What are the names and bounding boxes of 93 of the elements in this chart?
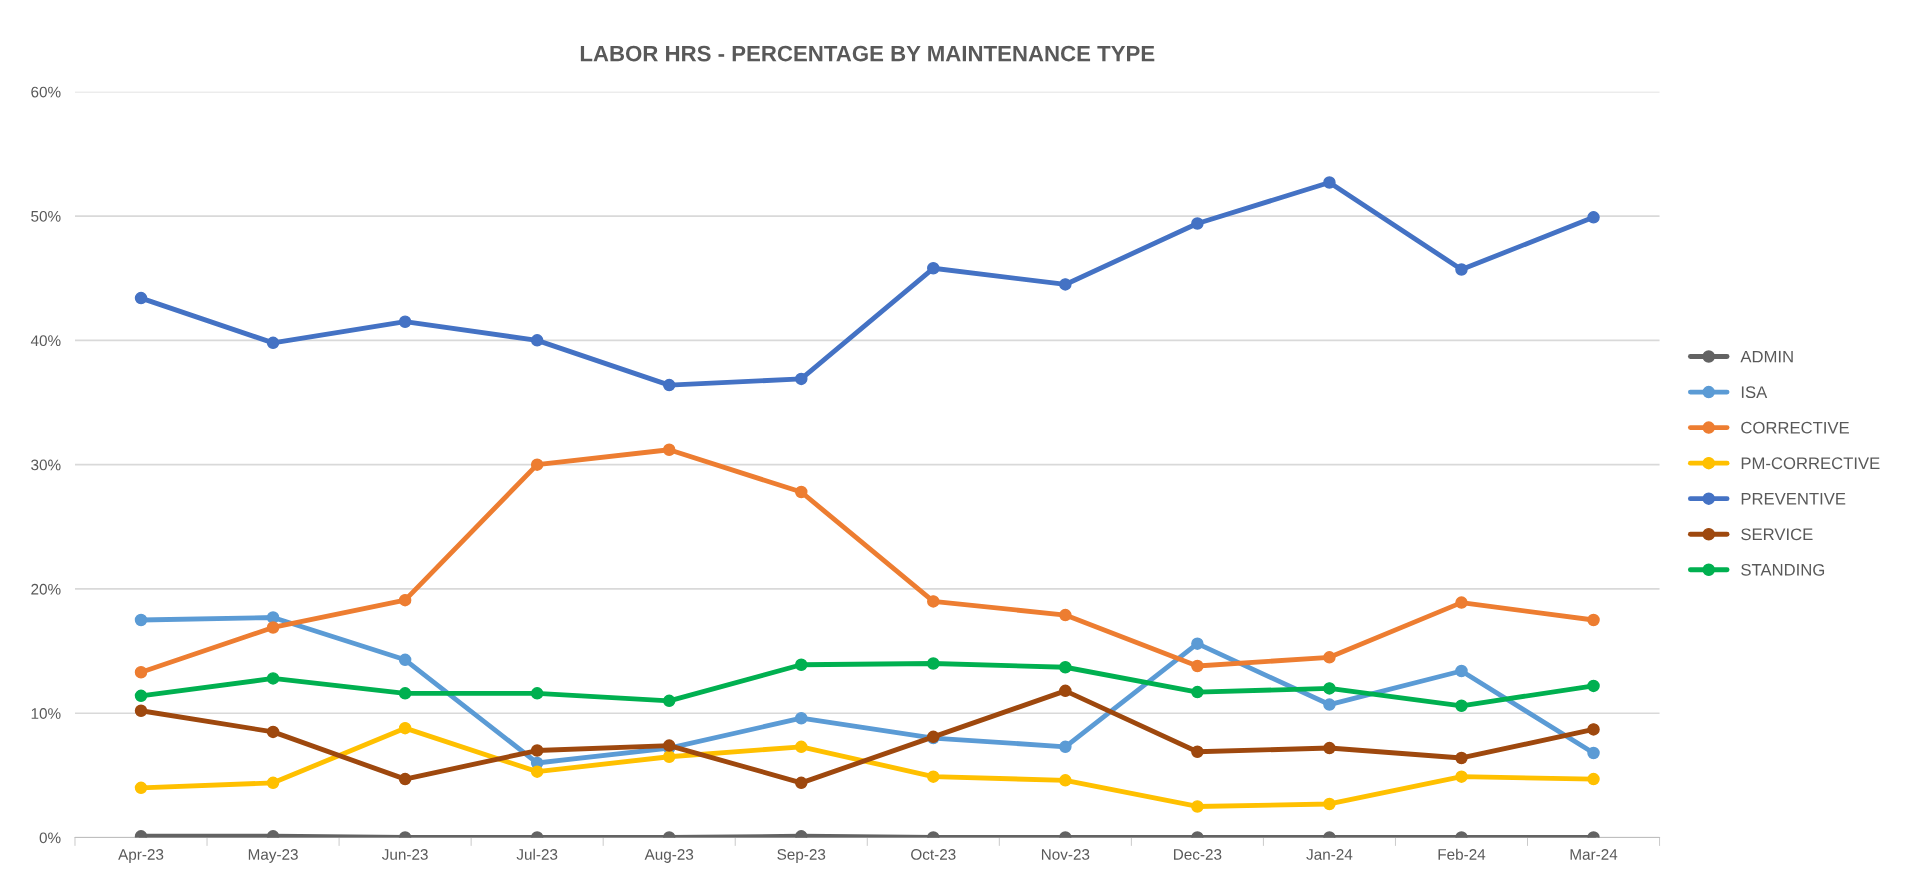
point <box>398 593 412 607</box>
point <box>266 725 280 739</box>
point <box>1059 774 1072 787</box>
point <box>134 781 148 795</box>
point <box>398 721 412 735</box>
point <box>1455 770 1468 783</box>
point <box>398 315 412 328</box>
legend-label: ADMIN <box>1740 350 1793 363</box>
point <box>266 621 280 634</box>
point <box>1059 684 1072 698</box>
point <box>1191 745 1204 759</box>
point <box>398 772 412 786</box>
point <box>1455 596 1468 609</box>
point <box>662 694 676 708</box>
chart-title: LABOR HRS - PERCENTAGE BY MAINTENANCE TYPE <box>580 45 1155 62</box>
point <box>1191 637 1204 650</box>
point <box>662 750 676 763</box>
point <box>1323 682 1336 695</box>
point <box>1059 608 1072 622</box>
point <box>266 776 280 790</box>
point <box>134 704 148 718</box>
point <box>1587 723 1600 736</box>
x-tick-label: Oct-23 <box>911 849 956 860</box>
point <box>398 687 412 700</box>
point <box>927 770 940 783</box>
point <box>530 744 544 757</box>
point <box>1323 176 1336 189</box>
point <box>1587 211 1600 224</box>
point <box>1455 263 1468 276</box>
point <box>1587 613 1600 627</box>
legend-label: CORRECTIVE <box>1741 421 1849 434</box>
point <box>794 658 808 672</box>
point <box>1455 751 1468 765</box>
y-tick-label: 40% <box>30 335 61 347</box>
y-tick-label: 20% <box>31 583 61 595</box>
point <box>1455 699 1468 713</box>
legend-label: PM-CORRECTIVE <box>1741 457 1880 470</box>
legend-label: SERVICE <box>1741 528 1813 541</box>
point <box>927 595 940 608</box>
point <box>1323 651 1336 664</box>
point <box>266 672 280 685</box>
y-tick-label: 50% <box>31 210 61 222</box>
point <box>530 334 544 347</box>
point <box>1059 740 1072 754</box>
y-tick-label: 0% <box>39 832 61 844</box>
point <box>794 372 808 386</box>
point <box>1191 685 1204 699</box>
point <box>1323 698 1336 711</box>
point <box>1323 797 1336 811</box>
point <box>530 458 544 471</box>
point <box>794 485 808 499</box>
x-tick-label: Apr-23 <box>118 849 164 863</box>
legend-label: ISA <box>1741 386 1768 399</box>
point <box>530 687 544 700</box>
point <box>794 776 808 790</box>
point <box>134 689 148 703</box>
point <box>1587 679 1600 693</box>
x-tick-label: Dec-23 <box>1174 849 1222 860</box>
point <box>794 740 808 754</box>
x-tick-label: Nov-23 <box>1041 849 1090 860</box>
point <box>398 653 412 667</box>
point <box>1587 746 1600 760</box>
x-tick-label: May-23 <box>248 849 298 863</box>
x-tick-label: Mar-24 <box>1570 849 1618 860</box>
point <box>927 262 940 275</box>
point <box>134 613 148 627</box>
x-tick-label: Sep-23 <box>777 849 826 863</box>
point <box>1191 217 1204 230</box>
point <box>662 443 676 456</box>
y-tick-label: 60% <box>31 86 61 98</box>
point <box>1323 741 1336 755</box>
point <box>530 765 544 778</box>
point <box>1191 659 1204 673</box>
y-tick-label: 30% <box>31 459 61 471</box>
point <box>1059 661 1072 674</box>
point <box>134 291 148 305</box>
point <box>1191 800 1204 813</box>
x-tick-label: Aug-23 <box>644 849 694 863</box>
legend-label: PREVENTIVE <box>1741 493 1846 505</box>
point <box>1059 278 1072 291</box>
point <box>662 378 676 392</box>
point <box>266 336 280 350</box>
point <box>1587 772 1600 786</box>
point <box>927 657 940 670</box>
point <box>794 711 808 725</box>
point <box>134 665 148 679</box>
y-tick-label: 10% <box>31 708 61 719</box>
x-tick-label: Jul-23 <box>516 848 558 860</box>
x-tick-label: Jan-24 <box>1306 849 1353 860</box>
point <box>1455 664 1468 678</box>
legend-label: STANDING <box>1741 563 1825 576</box>
x-tick-label: Feb-24 <box>1438 848 1486 860</box>
x-tick-label: Jun-23 <box>382 849 428 860</box>
